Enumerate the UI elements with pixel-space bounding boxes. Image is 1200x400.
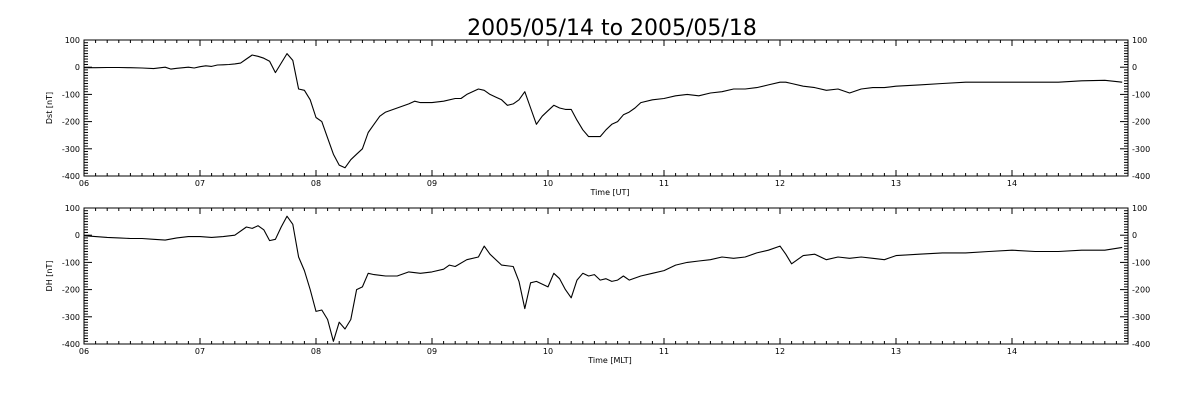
dh-x-tick-label: 08 bbox=[311, 347, 321, 356]
dh-x-tick-label: 14 bbox=[1007, 347, 1017, 356]
dh-y-tick-label: -300 bbox=[62, 313, 80, 322]
dst-y-tick-label: -400 bbox=[62, 172, 80, 181]
dst-x-tick-label: 14 bbox=[1007, 179, 1017, 188]
dst-y-tick-label: -300 bbox=[62, 145, 80, 154]
dh-panel: 06 07 08 09 10 11 12 13 14 -400 -400 -300 -300 -200 -2… bbox=[45, 204, 1150, 365]
dh-y-axis-label: DH [nT] bbox=[45, 261, 54, 292]
dh-x-tick-label: 12 bbox=[775, 347, 785, 356]
dst-y-axis-label: Dst [nT] bbox=[45, 92, 54, 124]
dst-plot-frame bbox=[83, 39, 1129, 177]
dst-x-tick-label: 07 bbox=[195, 179, 205, 188]
dst-y-tick-label-right: 100 bbox=[1132, 36, 1147, 45]
dh-y-tick-label: -400 bbox=[62, 340, 80, 349]
dst-x-tick-label: 09 bbox=[427, 179, 437, 188]
dh-y-tick-label: 0 bbox=[75, 231, 80, 240]
dh-y-tick-label-right: -400 bbox=[1132, 340, 1150, 349]
dh-y-tick-label-right: -300 bbox=[1132, 313, 1150, 322]
dst-x-tick-label: 06 bbox=[79, 179, 89, 188]
dh-y-tick-label-right: -200 bbox=[1132, 286, 1150, 295]
dst-x-tick-label: 11 bbox=[659, 179, 669, 188]
dh-x-tick-label: 10 bbox=[543, 347, 553, 356]
dst-y-tick-label-right: 0 bbox=[1132, 63, 1137, 72]
dh-y-tick-label: -200 bbox=[62, 286, 80, 295]
dh-y-tick-label-right: 100 bbox=[1132, 204, 1147, 213]
dst-x-tick-label: 10 bbox=[543, 179, 553, 188]
dh-y-tick-label: 100 bbox=[65, 204, 80, 213]
dst-x-axis-label: Time [UT] bbox=[589, 188, 629, 197]
dst-x-tick-label: 13 bbox=[891, 179, 901, 188]
dh-y-tick-label-right: 0 bbox=[1132, 231, 1137, 240]
dst-x-tick-label: 08 bbox=[311, 179, 321, 188]
figure-title: 2005/05/14 to 2005/05/18 bbox=[467, 16, 757, 41]
dst-y-tick-label-right: -100 bbox=[1132, 90, 1150, 99]
dh-x-tick-label: 11 bbox=[659, 347, 669, 356]
dst-y-tick-label-right: -400 bbox=[1132, 172, 1150, 181]
dst-x-tick-label: 12 bbox=[775, 179, 785, 188]
dh-x-tick-label: 07 bbox=[195, 347, 205, 356]
dst-series-line bbox=[84, 53, 1123, 169]
dh-x-tick-label: 06 bbox=[79, 347, 89, 356]
dh-y-tick-label: -100 bbox=[62, 258, 80, 267]
dst-panel: 06 07 08 09 10 11 12 13 14 -400 -400 -300 -300 -200 -2… bbox=[45, 36, 1150, 197]
dst-y-tick-label: -200 bbox=[62, 118, 80, 127]
dst-y-tick-label: 0 bbox=[75, 63, 80, 72]
dh-x-tick-label: 09 bbox=[427, 347, 437, 356]
dst-y-tick-label: -100 bbox=[62, 90, 80, 99]
dh-series-line bbox=[83, 215, 1123, 342]
dst-y-tick-label-right: -200 bbox=[1132, 118, 1150, 127]
dst-y-tick-label: 100 bbox=[65, 36, 80, 45]
dh-plot-frame bbox=[83, 207, 1129, 345]
dst-y-tick-label-right: -300 bbox=[1132, 145, 1150, 154]
dh-x-axis-label: Time [MLT] bbox=[587, 356, 632, 365]
dh-x-tick-label: 13 bbox=[891, 347, 901, 356]
dh-y-tick-label-right: -100 bbox=[1132, 258, 1150, 267]
